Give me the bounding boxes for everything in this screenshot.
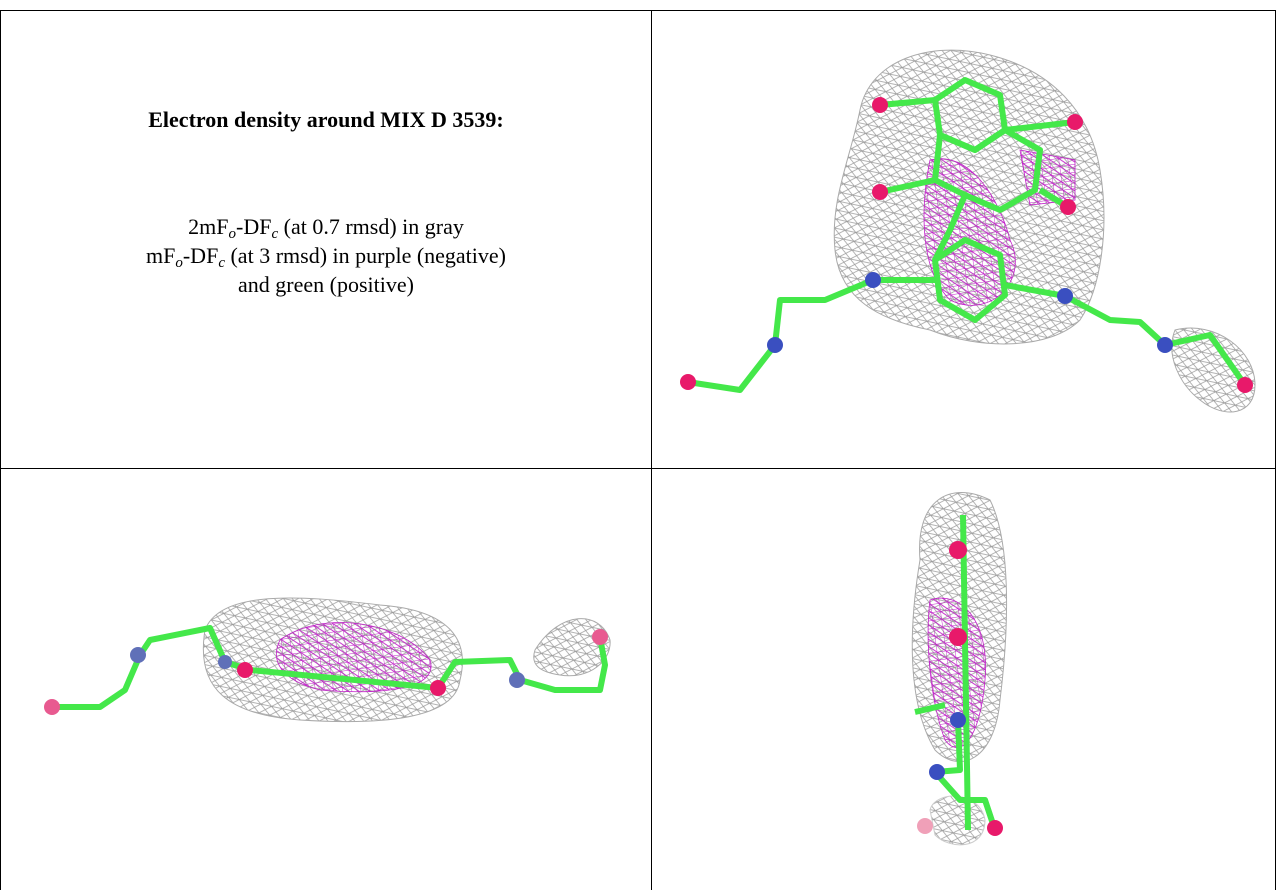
legend-text: -DF <box>236 214 272 239</box>
oxygen-atom <box>680 374 696 390</box>
bond <box>914 702 946 715</box>
legend-text: and green (positive) <box>238 272 414 297</box>
caption-cell: Electron density around MIX D 3539: 2mFo… <box>2 12 650 467</box>
nitrogen-atom <box>1057 288 1073 304</box>
atoms <box>917 541 1003 836</box>
atoms <box>680 97 1253 393</box>
subscript: c <box>218 255 225 271</box>
bond <box>879 177 936 195</box>
bond <box>435 636 608 693</box>
density-mesh <box>929 795 986 846</box>
subscript: o <box>175 255 183 271</box>
subscript: c <box>271 226 279 242</box>
nitrogen-atom <box>767 337 783 353</box>
bond <box>960 514 971 831</box>
legend-line: and green (positive) <box>2 270 650 299</box>
molecule-view-top <box>911 492 1008 846</box>
density-mesh <box>533 618 611 677</box>
oxygen-atom <box>917 818 933 834</box>
legend-text: (at 3 rmsd) in purple (negative) <box>224 243 506 268</box>
nitrogen-atom <box>218 655 232 669</box>
nitrogen-atom <box>950 712 966 728</box>
legend-text: (at 0.7 rmsd) in gray <box>278 214 464 239</box>
subscript: o <box>228 226 237 242</box>
legend-text: mF <box>146 243 176 268</box>
legend-line: mFo-DFc (at 3 rmsd) in purple (negative) <box>2 241 650 271</box>
ring <box>932 127 1043 213</box>
oxygen-atom <box>1237 377 1253 393</box>
caption-heading: Electron density around MIX D 3539: <box>148 107 504 132</box>
nitrogen-atom <box>509 672 525 688</box>
bond <box>932 193 968 262</box>
molecule-view-side <box>44 597 611 723</box>
ring <box>932 237 1008 323</box>
nitrogen-atom <box>130 647 146 663</box>
legend-text: 2mF <box>188 214 229 239</box>
bonds <box>914 514 998 831</box>
oxygen-atom <box>430 680 446 696</box>
oxygen-atom <box>949 628 967 646</box>
oxygen-atom <box>1067 114 1083 130</box>
density-mesh <box>1171 327 1256 413</box>
oxygen-atom <box>872 184 888 200</box>
nitrogen-atom <box>865 272 881 288</box>
oxygen-atom <box>237 662 253 678</box>
oxygen-atom <box>1060 199 1076 215</box>
bond <box>879 97 936 108</box>
nitrogen-atom <box>1157 337 1173 353</box>
oxygen-atom <box>592 629 608 645</box>
oxygen-atom <box>44 699 60 715</box>
oxygen-atom <box>987 820 1003 836</box>
bond <box>1004 119 1076 133</box>
bond <box>249 667 439 691</box>
bond <box>932 719 998 831</box>
difference-mesh <box>923 158 1016 306</box>
caption-legend: 2mFo-DFc (at 0.7 rmsd) in gray mFo-DFc (a… <box>2 212 650 299</box>
oxygen-atom <box>872 97 888 113</box>
legend-text: -DF <box>182 243 219 268</box>
atoms <box>44 629 608 715</box>
legend-line: 2mFo-DFc (at 0.7 rmsd) in gray <box>2 212 650 242</box>
oxygen-atom <box>949 541 967 559</box>
molecule-view-front <box>680 49 1256 413</box>
nitrogen-atom <box>929 764 945 780</box>
